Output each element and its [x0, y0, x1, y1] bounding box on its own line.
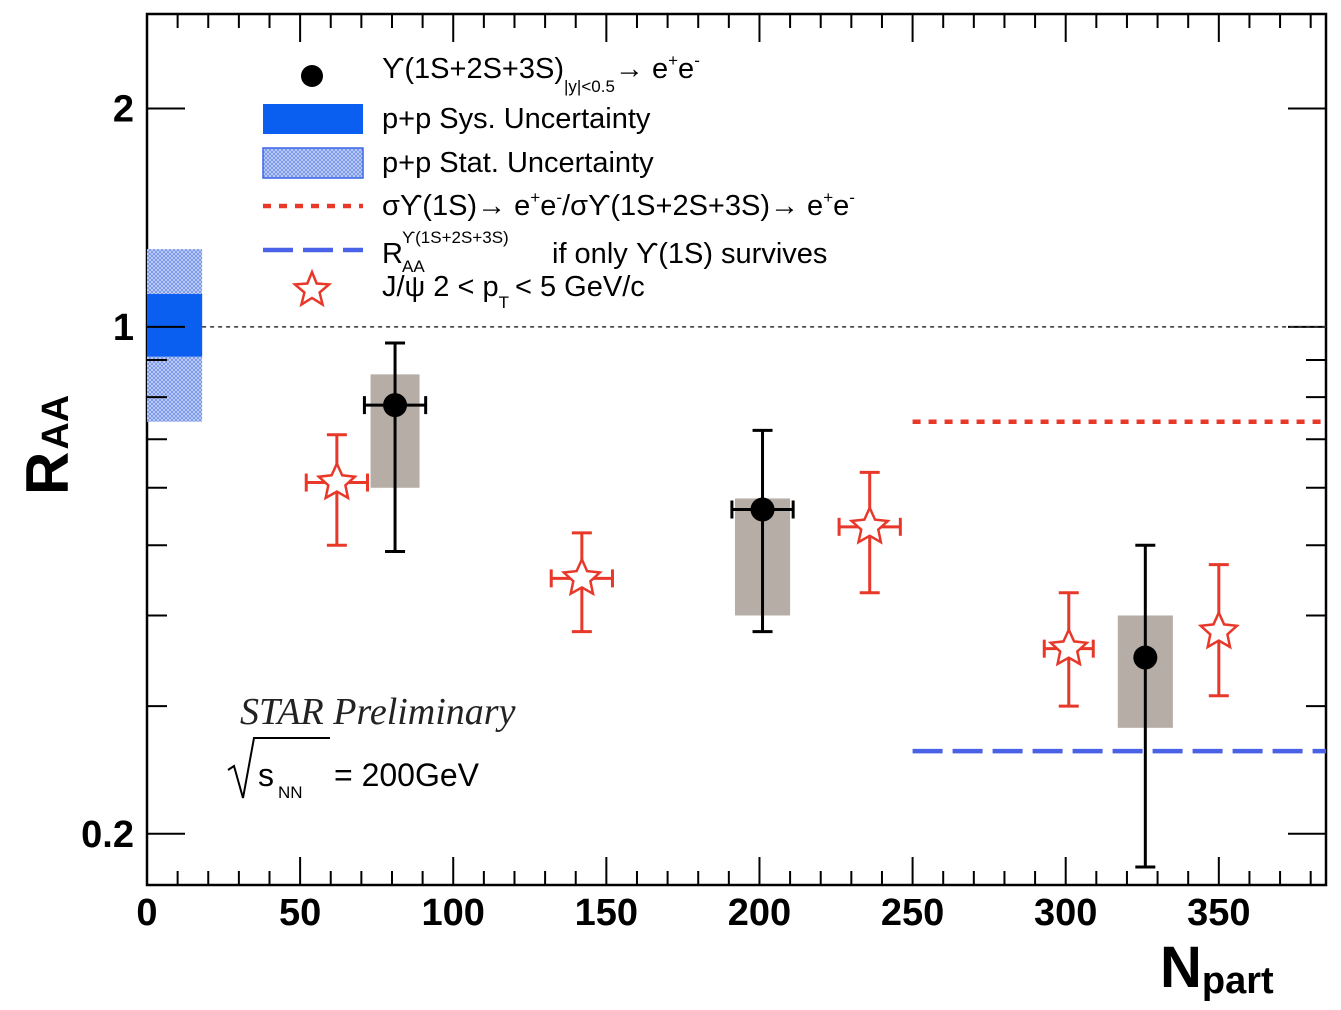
jpsi-point — [1047, 626, 1090, 667]
legend-upsilon-label: ϒ(1S+2S+3S)|y|<0.5→ e+e- — [382, 51, 700, 96]
data-points — [304, 341, 1240, 869]
legend-jpsi-star — [291, 268, 333, 308]
legend-upsilon-marker — [301, 65, 323, 87]
x-tick-label: 200 — [728, 892, 791, 934]
legend-sys-swatch — [263, 104, 363, 134]
axis-ticks — [146, 14, 1326, 885]
x-tick-label: 0 — [136, 892, 157, 934]
y-tick-label: 0.2 — [81, 814, 134, 856]
y-axis-title: RAA — [14, 395, 81, 495]
x-tick-label: 350 — [1187, 892, 1250, 934]
legend: ϒ(1S+2S+3S)|y|<0.5→ e+e- p+p Sys. Uncert… — [262, 51, 855, 312]
legend-stat-label: p+p Stat. Uncertainty — [382, 147, 654, 179]
x-tick-label: 150 — [575, 892, 638, 934]
plot-frame — [145, 12, 1328, 887]
jpsi-point — [315, 460, 358, 501]
legend-only1s-label: R — [382, 238, 403, 270]
legend-jpsi-label: J/ψ 2 < pT < 5 GeV/c — [382, 271, 645, 312]
energy-annotation: s NN = 200GeV — [227, 737, 480, 802]
x-tick-label: 100 — [422, 892, 485, 934]
jpsi-point — [1197, 609, 1240, 650]
energy-s: s — [258, 757, 274, 793]
x-tick-label: 250 — [881, 892, 944, 934]
y-tick-label: 1 — [113, 307, 134, 349]
energy-sub: NN — [278, 783, 303, 802]
model-lines — [912, 419, 1326, 754]
jpsi-point — [848, 504, 891, 545]
upsilon-point — [1133, 645, 1158, 670]
tick-labels: 0 50 100 150 200 250 300 350 0.2 1 2 — [81, 89, 1250, 934]
x-axis-title: Npart — [1160, 935, 1274, 1002]
x-tick-label: 50 — [279, 892, 321, 934]
legend-only1s-sub: AA — [402, 257, 425, 276]
pp-uncertainty-bands — [147, 249, 203, 422]
legend-stat-swatch — [262, 147, 364, 179]
energy-value: = 200GeV — [334, 757, 480, 793]
star-preliminary-label: STAR Preliminary — [240, 691, 516, 733]
legend-sys-label: p+p Sys. Uncertainty — [382, 103, 651, 135]
upsilon-point — [750, 497, 775, 522]
legend-ratio-label: σϒ(1S)→ e+e-/σϒ(1S+2S+3S)→ e+e- — [382, 188, 855, 222]
sqrt-sign-icon — [227, 737, 330, 799]
upsilon-point — [383, 393, 408, 418]
legend-jpsi-marker — [291, 268, 333, 308]
legend-only1s-rest: if only ϒ(1S) survives — [552, 238, 827, 270]
jpsi-point — [560, 556, 603, 597]
x-tick-label: 300 — [1034, 892, 1097, 934]
y-tick-label: 2 — [113, 89, 134, 131]
legend-only1s-super: ϒ(1S+2S+3S) — [402, 228, 509, 247]
upsilon-sys-boxes — [370, 374, 1173, 728]
pp-sys-band — [147, 293, 203, 357]
